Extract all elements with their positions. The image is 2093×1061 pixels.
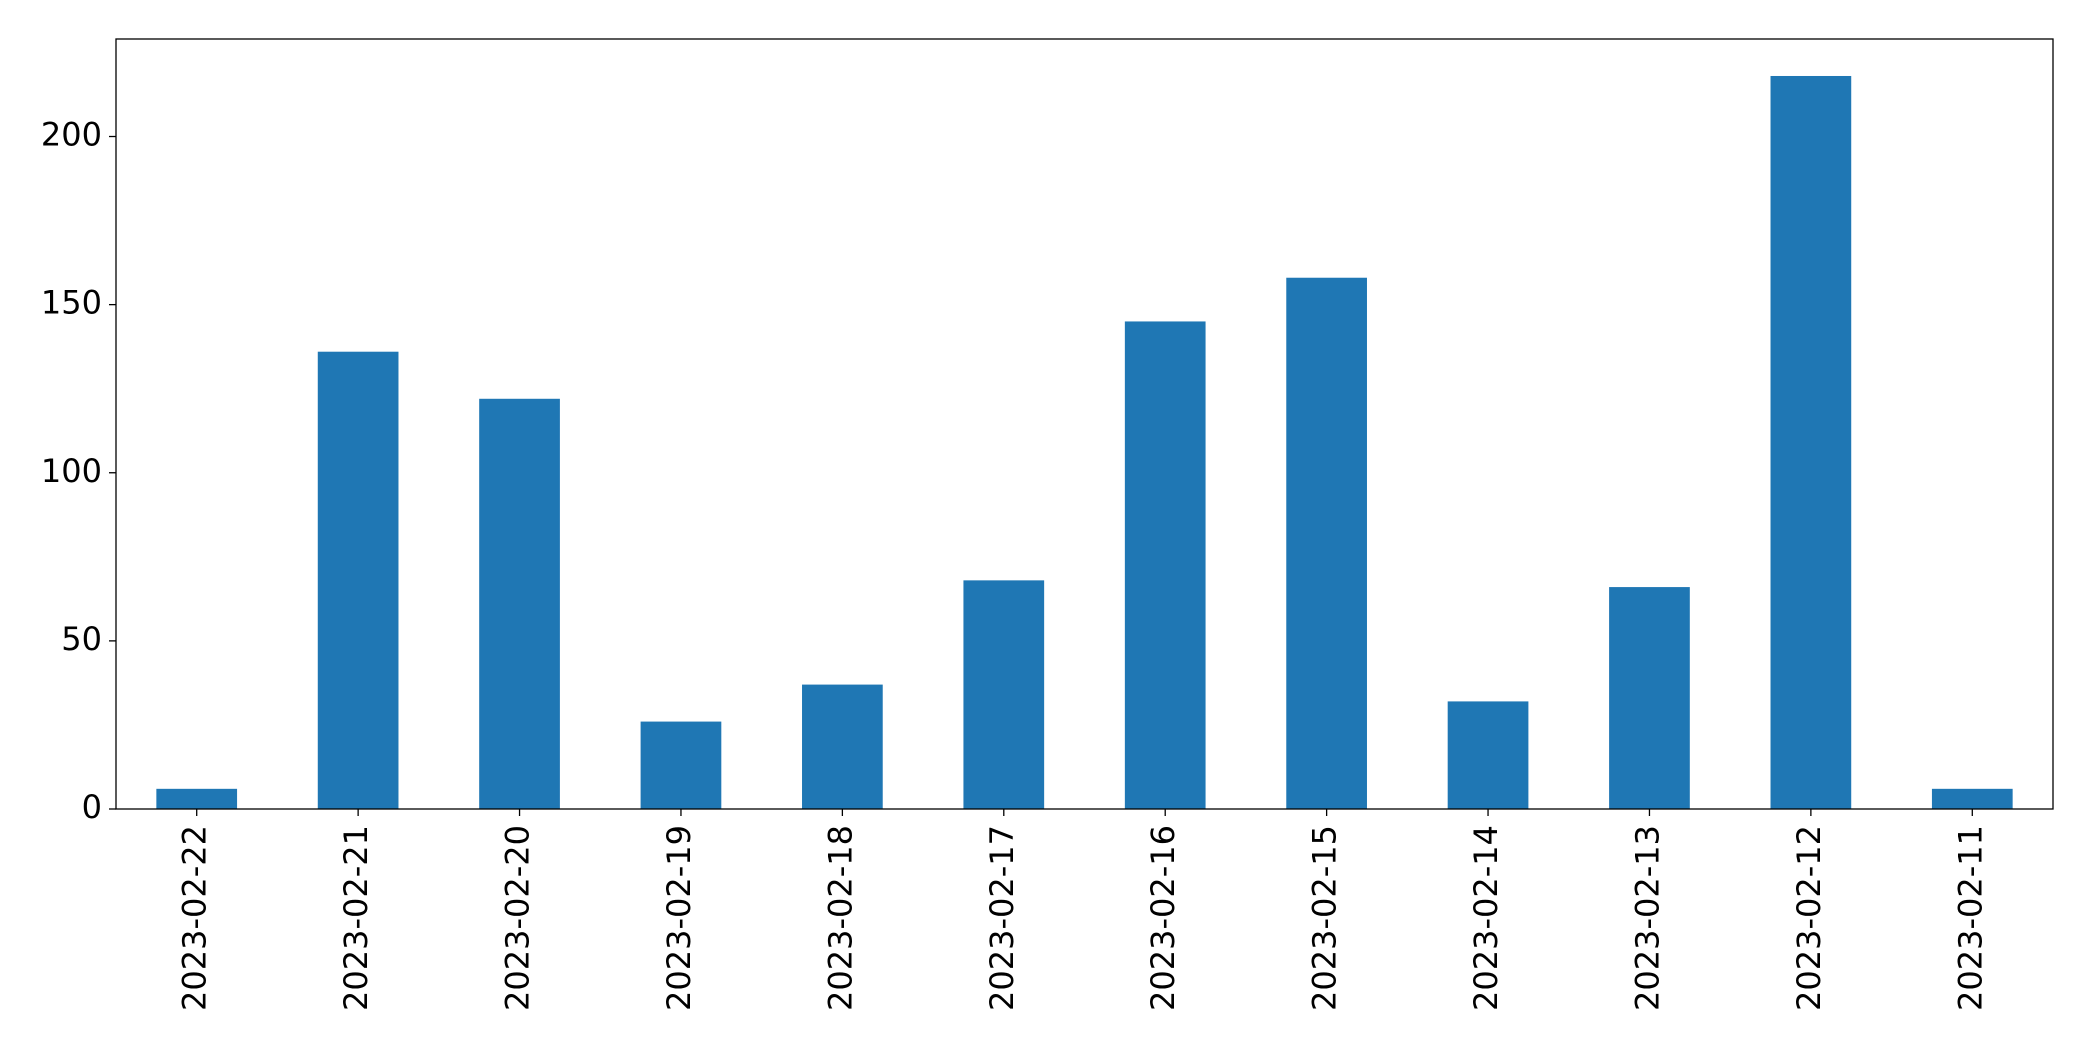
bar xyxy=(1609,587,1690,809)
bar xyxy=(640,721,722,809)
x-tick-label: 2023-02-14 xyxy=(1467,825,1505,1011)
x-tick-label: 2023-02-17 xyxy=(983,825,1021,1011)
x-tick-label: 2023-02-20 xyxy=(499,825,537,1011)
y-tick-label: 150 xyxy=(41,284,102,322)
bar xyxy=(479,398,560,809)
bar xyxy=(317,351,399,809)
bar xyxy=(1124,321,1206,809)
bar xyxy=(1286,277,1367,809)
bar xyxy=(1770,75,1852,810)
x-tick-label: 2023-02-19 xyxy=(660,825,698,1011)
y-tick-label: 100 xyxy=(41,452,102,490)
bar xyxy=(963,580,1045,809)
x-tick-label: 2023-02-16 xyxy=(1144,825,1182,1011)
bar xyxy=(1931,788,2013,809)
x-tick-label: 2023-02-21 xyxy=(337,825,375,1011)
plot-frame xyxy=(115,38,2054,810)
bar xyxy=(156,788,238,809)
bar xyxy=(1447,701,1529,809)
x-tick-label: 2023-02-12 xyxy=(1790,825,1828,1011)
x-tick-label: 2023-02-15 xyxy=(1306,825,1344,1011)
bar xyxy=(802,684,883,809)
y-tick-label: 50 xyxy=(61,620,102,658)
x-tick-label: 2023-02-18 xyxy=(821,825,859,1011)
y-tick-label: 0 xyxy=(82,788,102,826)
y-tick-label: 200 xyxy=(41,116,102,154)
x-tick-label: 2023-02-22 xyxy=(176,825,214,1011)
x-tick-label: 2023-02-11 xyxy=(1951,825,1989,1011)
x-tick-label: 2023-02-13 xyxy=(1628,825,1666,1011)
